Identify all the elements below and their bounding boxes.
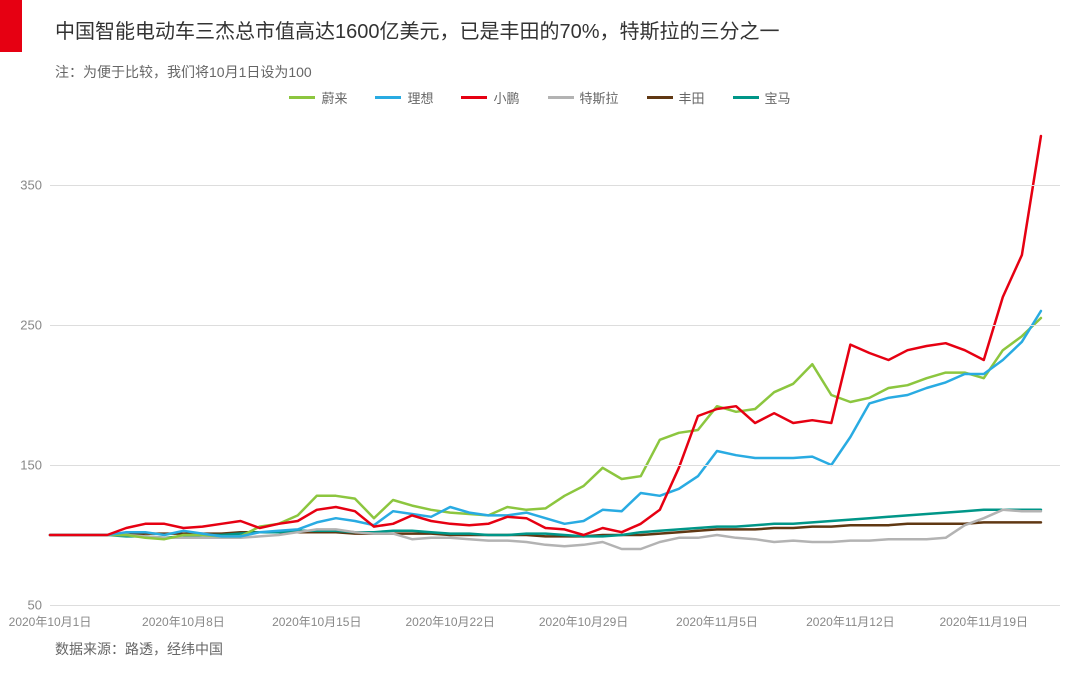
chart-title: 中国智能电动车三杰总市值高达1600亿美元，已是丰田的70%，特斯拉的三分之一 (55, 15, 780, 44)
y-axis-label: 350 (20, 178, 42, 193)
y-axis-label: 50 (28, 598, 42, 613)
y-axis-label: 250 (20, 318, 42, 333)
legend-item-toyota: 丰田 (647, 88, 705, 107)
gridline (50, 325, 1060, 326)
x-axis-label: 2020年10月15日 (272, 613, 361, 630)
x-axis-label: 2020年10月1日 (9, 613, 92, 630)
legend-label: 特斯拉 (580, 88, 619, 107)
x-axis-label: 2020年11月19日 (940, 613, 1029, 630)
chart-note: 注：为便于比较，我们将10月1日设为100 (55, 62, 312, 82)
legend-label: 理想 (407, 88, 433, 107)
legend-item-tesla: 特斯拉 (548, 88, 619, 107)
legend-swatch (647, 96, 673, 99)
x-axis-label: 2020年10月29日 (539, 613, 628, 630)
x-axis-label: 2020年10月22日 (405, 613, 494, 630)
line-nio (50, 318, 1041, 539)
legend-label: 蔚来 (321, 88, 347, 107)
data-source: 数据来源：路透，经纬中国 (55, 639, 223, 659)
x-axis-label: 2020年11月5日 (676, 613, 758, 630)
legend-label: 宝马 (765, 88, 791, 107)
legend-swatch (289, 96, 315, 99)
legend-item-bmw: 宝马 (733, 88, 791, 107)
legend: 蔚来 理想 小鹏 特斯拉 丰田 宝马 (0, 88, 1080, 107)
legend-swatch (548, 96, 574, 99)
legend-item-xpeng: 小鹏 (461, 88, 519, 107)
chart-lines (50, 115, 1060, 605)
gridline (50, 185, 1060, 186)
legend-swatch (733, 96, 759, 99)
x-axis-label: 2020年11月12日 (806, 613, 895, 630)
legend-swatch (461, 96, 487, 99)
y-axis-label: 150 (20, 458, 42, 473)
accent-bar (0, 0, 22, 52)
legend-label: 丰田 (679, 88, 705, 107)
legend-label: 小鹏 (493, 88, 519, 107)
gridline (50, 605, 1060, 606)
line-li (50, 311, 1041, 536)
gridline (50, 465, 1060, 466)
legend-swatch (375, 96, 401, 99)
line-xpeng (50, 136, 1041, 535)
legend-item-nio: 蔚来 (289, 88, 347, 107)
chart-plot-area: 501502503502020年10月1日2020年10月8日2020年10月1… (50, 115, 1060, 605)
legend-item-li: 理想 (375, 88, 433, 107)
x-axis-label: 2020年10月8日 (142, 613, 225, 630)
